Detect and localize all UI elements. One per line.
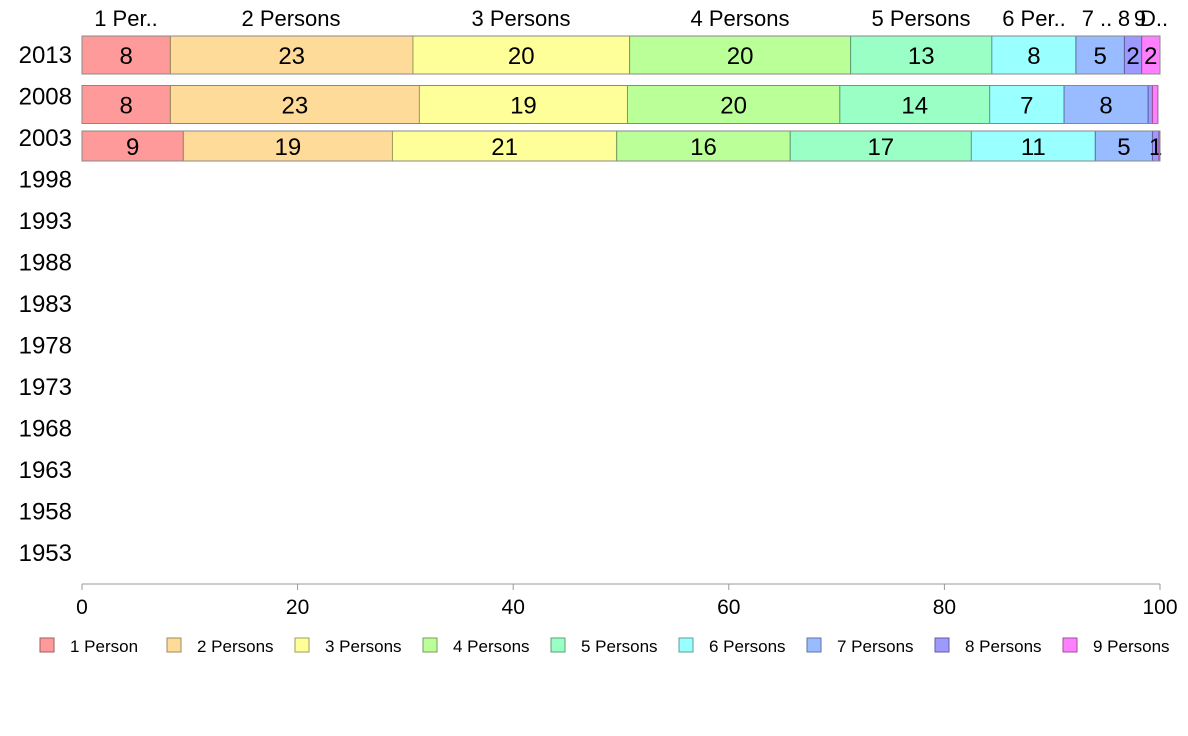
bar-value-label: 19 (275, 134, 302, 161)
bar-value-label: 14 (901, 93, 928, 120)
bar-value-label: 2 (1144, 43, 1157, 70)
y-tick-label: 1978 (19, 333, 72, 360)
y-tick-label: 1958 (19, 499, 72, 526)
y-tick-label: 1983 (19, 291, 72, 318)
y-tick-label: 1973 (19, 374, 72, 401)
legend-swatch (1062, 637, 1078, 653)
bar-value-label: 5 (1117, 134, 1130, 161)
bars: 8 23 20 20 13 8 5 2 28 23 19 20 14 7 89 19 21 16 17 11 5 1 (81, 35, 1162, 162)
column-label: 9 (1134, 6, 1146, 31)
legend-label: 9 Persons (1093, 637, 1170, 656)
legend-swatch (934, 637, 950, 653)
y-tick-label: 1993 (19, 208, 72, 235)
bar-value-label: 20 (727, 43, 754, 70)
bar-segment (1151, 85, 1159, 124)
y-tick-label: 1988 (19, 250, 72, 277)
bar-segment (1075, 35, 1125, 75)
x-tick-label: 80 (933, 596, 956, 619)
bar-segment (991, 35, 1077, 75)
legend-label: 5 Persons (581, 637, 658, 656)
bar-segment (81, 85, 171, 124)
bar-value-label: 20 (720, 93, 747, 120)
legend-swatch (678, 637, 694, 653)
bar-value-label: 20 (508, 43, 535, 70)
bar-value-label: 17 (867, 134, 894, 161)
bar-segment (970, 130, 1096, 162)
bar-value-label: 8 (120, 93, 133, 120)
bar-value-label: 8 (1099, 93, 1112, 120)
x-tick-label: 20 (286, 596, 309, 619)
y-tick-label: 2008 (19, 84, 72, 111)
legend-swatch (806, 637, 822, 653)
y-tick-label: 1968 (19, 416, 72, 443)
bar-outline (81, 85, 1159, 124)
column-label: 3 Persons (471, 6, 570, 31)
column-label: D.. (1140, 6, 1168, 31)
y-axis-labels: 2013 2008 2003 1998 1993 1988 1983 1978 1973 1968… (19, 42, 72, 567)
column-labels: 1 Per.. 2 Persons 3 Persons 4 Persons 5 Pers… (94, 6, 1168, 31)
legend-swatch (294, 637, 310, 653)
bar-value-label: 9 (126, 134, 139, 161)
column-label: 4 Persons (690, 6, 789, 31)
column-label: 8 (1118, 6, 1130, 31)
bar-value-label: 8 (120, 43, 133, 70)
bar-value-label: 19 (510, 93, 537, 120)
bar-value-label: 21 (491, 134, 518, 161)
x-tick-label: 40 (502, 596, 525, 619)
x-tick-label: 0 (76, 596, 88, 619)
bar-value-label: 2 (1126, 43, 1139, 70)
x-tick-label: 60 (717, 596, 740, 619)
legend-label: 7 Persons (837, 637, 914, 656)
bar-value-label: 5 (1093, 43, 1106, 70)
bar-segment (182, 130, 393, 162)
x-tick-label: 100 (1142, 596, 1177, 619)
legend-label: 8 Persons (965, 637, 1042, 656)
bar-segment (1147, 85, 1153, 124)
bar-value-label: 13 (908, 43, 935, 70)
legend-label: 6 Persons (709, 637, 786, 656)
bar-segment (418, 85, 628, 124)
y-tick-label: 2013 (19, 42, 72, 69)
column-label: 5 Persons (871, 6, 970, 31)
y-tick-label: 1953 (19, 540, 72, 567)
column-label: 6 Per.. (1002, 6, 1066, 31)
bar-value-label: 7 (1020, 93, 1033, 120)
bar-value-label: 16 (690, 134, 717, 161)
legend-label: 1 Person (70, 637, 138, 656)
legend-swatch (39, 637, 55, 653)
legend-label: 3 Persons (325, 637, 402, 656)
x-axis: 0 20 40 60 80 100 (76, 583, 1178, 619)
y-tick-label: 1963 (19, 457, 72, 484)
bar-segment (169, 85, 420, 124)
y-tick-label: 2003 (19, 125, 72, 152)
bar-value-label: 11 (1021, 134, 1046, 161)
column-label: 2 Persons (241, 6, 340, 31)
legend-swatch (550, 637, 566, 653)
bar-outline (81, 130, 1161, 162)
y-tick-label: 1998 (19, 167, 72, 194)
legend-swatch (166, 637, 182, 653)
legend-swatch (422, 637, 438, 653)
legend-label: 2 Persons (197, 637, 274, 656)
bar-value-label: 23 (278, 43, 305, 70)
column-label: 1 Per.. (94, 6, 158, 31)
bar-value-label: 23 (282, 93, 309, 120)
bar-value-label: 8 (1027, 43, 1040, 70)
bar-outline (81, 35, 1161, 75)
legend-label: 4 Persons (453, 637, 530, 656)
legend: 1 Person 2 Persons 3 Persons 4 Persons 5 Per… (39, 637, 1170, 656)
column-label: 7 .. (1082, 6, 1113, 31)
